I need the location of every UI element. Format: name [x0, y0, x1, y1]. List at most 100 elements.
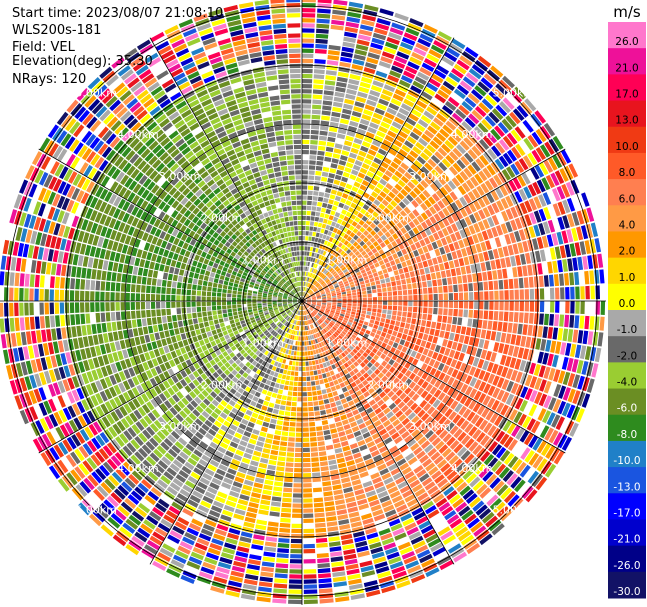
- velocity-gate: [305, 293, 309, 298]
- velocity-gate: [325, 506, 336, 512]
- velocity-gate: [337, 319, 342, 324]
- velocity-gate: [294, 371, 299, 376]
- velocity-gate: [318, 588, 333, 594]
- velocity-gate: [424, 444, 434, 454]
- velocity-gate: [459, 229, 467, 239]
- velocity-gate: [329, 311, 335, 315]
- velocity-gate: [293, 381, 298, 387]
- velocity-gate: [458, 405, 467, 416]
- velocity-gate: [478, 338, 485, 349]
- velocity-gate: [424, 129, 435, 139]
- velocity-gate: [480, 435, 490, 446]
- velocity-gate: [451, 251, 458, 260]
- velocity-gate: [387, 74, 400, 83]
- velocity-gate: [312, 99, 322, 105]
- velocity-gate: [458, 104, 470, 116]
- velocity-gate: [317, 312, 322, 317]
- velocity-gate: [318, 265, 322, 271]
- velocity-gate: [440, 530, 454, 541]
- velocity-gate: [420, 274, 427, 282]
- velocity-gate: [461, 120, 473, 132]
- velocity-gate: [484, 180, 494, 191]
- velocity-gate: [422, 287, 428, 294]
- velocity-gate: [303, 584, 318, 589]
- velocity-gate: [318, 583, 333, 589]
- velocity-gate: [455, 462, 467, 473]
- velocity-gate: [266, 469, 276, 476]
- velocity-gate: [476, 404, 486, 416]
- velocity-gate: [464, 453, 475, 465]
- velocity-gate: [419, 152, 430, 161]
- velocity-gate: [302, 23, 315, 28]
- velocity-gate: [408, 390, 416, 399]
- velocity-gate: [316, 18, 330, 24]
- velocity-gate: [306, 298, 312, 300]
- velocity-gate: [334, 91, 345, 98]
- velocity-gate: [328, 274, 333, 279]
- velocity-gate: [208, 403, 216, 411]
- velocity-gate: [329, 168, 337, 174]
- velocity-gate: [345, 395, 353, 402]
- velocity-gate: [303, 462, 311, 468]
- velocity-gate: [342, 368, 349, 375]
- velocity-gate: [453, 428, 463, 439]
- velocity-gate: [283, 487, 293, 493]
- velocity-gate: [420, 254, 427, 262]
- velocity-gate: [333, 148, 342, 154]
- velocity-gate: [478, 252, 485, 262]
- velocity-gate: [362, 301, 367, 304]
- velocity-gate: [406, 259, 412, 266]
- velocity-gate: [355, 345, 361, 351]
- velocity-gate: [428, 102, 441, 112]
- velocity-gate: [399, 339, 406, 346]
- velocity-gate: [391, 495, 403, 504]
- velocity-gate: [340, 273, 345, 278]
- velocity-gate: [291, 329, 295, 335]
- velocity-gate: [509, 289, 514, 300]
- velocity-gate: [326, 516, 337, 522]
- velocity-gate: [381, 450, 391, 458]
- velocity-gate: [444, 139, 455, 150]
- velocity-gate: [581, 192, 590, 207]
- velocity-gate: [469, 377, 478, 387]
- velocity-gate: [433, 293, 438, 301]
- velocity-gate: [343, 204, 350, 211]
- velocity-gate: [442, 364, 450, 374]
- velocity-gate: [204, 519, 217, 528]
- velocity-gate: [228, 399, 236, 407]
- velocity-gate: [337, 377, 343, 384]
- velocity-gate: [385, 481, 396, 490]
- velocity-gate: [453, 477, 465, 489]
- velocity-gate: [307, 289, 311, 294]
- velocity-gate: [179, 451, 189, 461]
- velocity-gate: [471, 188, 481, 199]
- velocity-gate: [299, 351, 302, 356]
- velocity-gate: [554, 246, 562, 259]
- velocity-gate: [333, 0, 348, 6]
- velocity-gate: [367, 126, 377, 134]
- velocity-gate: [497, 171, 507, 184]
- velocity-gate: [416, 183, 425, 192]
- velocity-gate: [425, 365, 433, 374]
- velocity-gate: [315, 165, 323, 171]
- velocity-gate: [370, 281, 376, 286]
- velocity-gate: [320, 316, 325, 321]
- velocity-gate: [441, 158, 452, 168]
- velocity-gate: [167, 534, 181, 544]
- velocity-gate: [307, 346, 310, 351]
- velocity-gate: [392, 291, 398, 296]
- velocity-gate: [332, 9, 347, 16]
- velocity-gate: [502, 344, 510, 355]
- velocity-gate: [319, 130, 328, 136]
- velocity-gate: [382, 305, 388, 310]
- velocity-gate: [382, 419, 391, 428]
- velocity-gate: [307, 386, 312, 392]
- velocity-gate: [304, 310, 307, 315]
- velocity-gate: [289, 381, 294, 386]
- velocity-gate: [373, 218, 380, 226]
- velocity-gate: [352, 374, 359, 381]
- velocity-gate: [273, 387, 279, 394]
- velocity-gate: [321, 315, 326, 320]
- velocity-gate: [184, 531, 197, 541]
- velocity-gate: [318, 451, 327, 457]
